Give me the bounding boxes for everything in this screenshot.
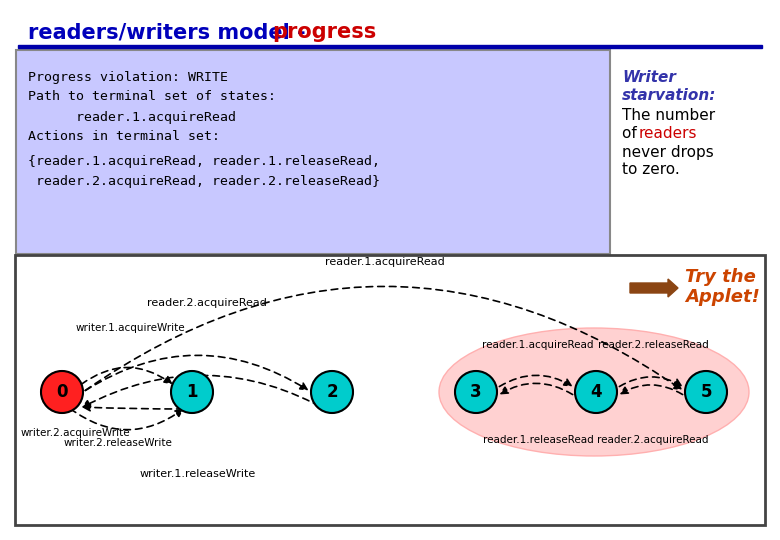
Text: reader.1.acquireRead: reader.1.acquireRead xyxy=(325,257,445,267)
Text: reader.1.acquireRead: reader.1.acquireRead xyxy=(482,340,594,350)
Circle shape xyxy=(455,371,497,413)
Text: writer.1.releaseWrite: writer.1.releaseWrite xyxy=(140,469,256,479)
FancyArrow shape xyxy=(630,279,678,297)
FancyBboxPatch shape xyxy=(16,50,610,254)
Text: The number: The number xyxy=(622,109,715,124)
Text: 0: 0 xyxy=(56,383,68,401)
Text: writer.2.acquireWrite: writer.2.acquireWrite xyxy=(20,428,129,438)
Text: of: of xyxy=(622,126,642,141)
Text: never drops: never drops xyxy=(622,145,714,159)
Circle shape xyxy=(685,371,727,413)
Text: reader.2.releaseRead: reader.2.releaseRead xyxy=(597,340,708,350)
Text: readers: readers xyxy=(639,126,697,141)
Text: reader.1.releaseRead: reader.1.releaseRead xyxy=(483,435,594,445)
Text: Applet!: Applet! xyxy=(685,288,760,306)
Bar xyxy=(18,45,762,48)
Text: 2: 2 xyxy=(326,383,338,401)
Text: 1: 1 xyxy=(186,383,198,401)
Text: reader.2.acquireRead: reader.2.acquireRead xyxy=(147,298,267,308)
Circle shape xyxy=(575,371,617,413)
Text: reader.1.acquireRead: reader.1.acquireRead xyxy=(28,111,236,124)
Text: to zero.: to zero. xyxy=(622,163,679,178)
Text: starvation:: starvation: xyxy=(622,89,716,104)
Text: progress: progress xyxy=(272,22,376,42)
Text: Path to terminal set of states:: Path to terminal set of states: xyxy=(28,91,276,104)
Text: Actions in terminal set:: Actions in terminal set: xyxy=(28,131,220,144)
Text: {reader.1.acquireRead, reader.1.releaseRead,: {reader.1.acquireRead, reader.1.releaseR… xyxy=(28,156,380,168)
Text: readers/writers model -: readers/writers model - xyxy=(28,22,313,42)
Bar xyxy=(15,255,765,525)
Text: 4: 4 xyxy=(590,383,602,401)
Circle shape xyxy=(41,371,83,413)
Text: reader.2.acquireRead: reader.2.acquireRead xyxy=(597,435,709,445)
Text: Progress violation: WRITE: Progress violation: WRITE xyxy=(28,71,228,84)
Text: Try the: Try the xyxy=(685,268,756,286)
Text: reader.2.acquireRead, reader.2.releaseRead}: reader.2.acquireRead, reader.2.releaseRe… xyxy=(28,176,380,188)
Ellipse shape xyxy=(439,328,749,456)
Text: writer.1.acquireWrite: writer.1.acquireWrite xyxy=(75,323,185,333)
Text: Writer: Writer xyxy=(622,71,676,85)
Text: writer.2.releaseWrite: writer.2.releaseWrite xyxy=(63,438,172,448)
Circle shape xyxy=(171,371,213,413)
Text: 3: 3 xyxy=(470,383,482,401)
Circle shape xyxy=(311,371,353,413)
Text: 5: 5 xyxy=(700,383,711,401)
